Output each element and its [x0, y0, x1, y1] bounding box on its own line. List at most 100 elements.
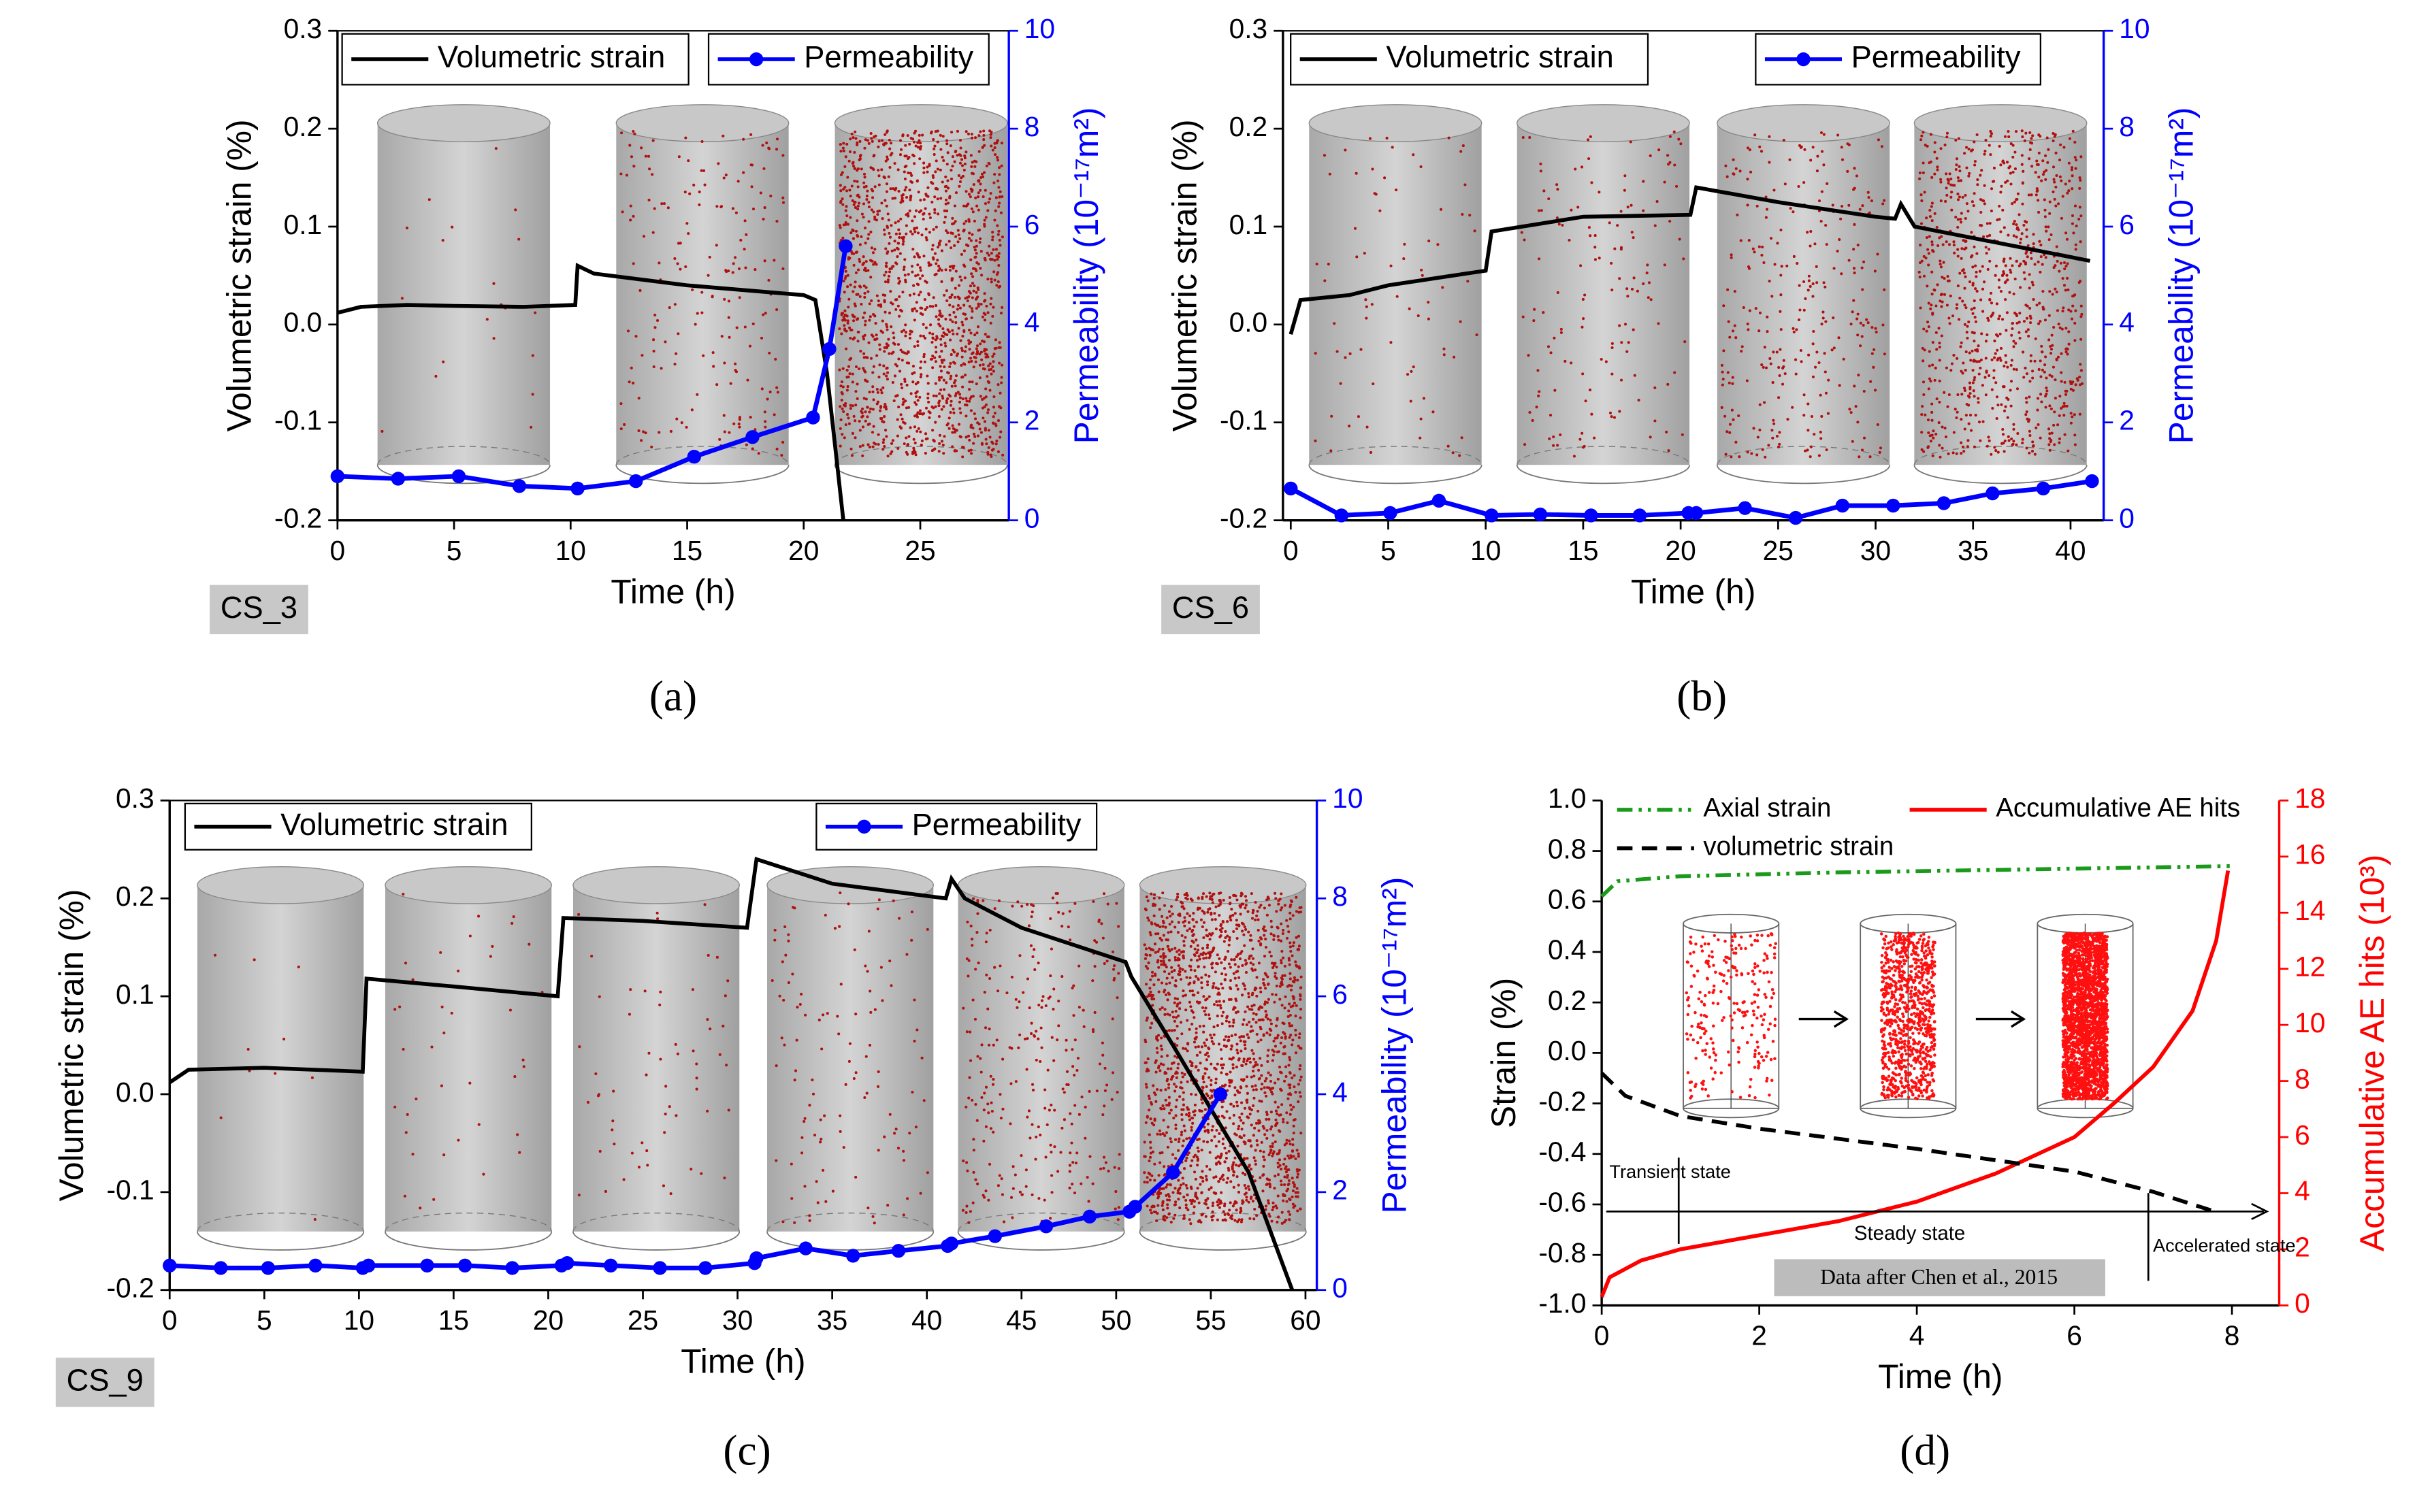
ae-event-dot — [869, 276, 872, 278]
ae-event-dot — [1927, 418, 1930, 421]
ae-event-dot — [1071, 987, 1073, 989]
ae-event-dot — [1961, 300, 1964, 303]
ae-event-dot — [1378, 210, 1381, 212]
ae-event-dot — [897, 343, 900, 346]
ae-event-dot — [950, 169, 952, 171]
ae-event-dot — [1820, 220, 1823, 223]
ae-event-dot — [1115, 902, 1118, 905]
ae-event-dot — [1163, 970, 1166, 973]
ae-event-dot — [1926, 248, 1929, 251]
ae-event-dot — [941, 408, 943, 411]
ae-event-dot — [973, 290, 975, 293]
ae-event-dot — [862, 202, 865, 205]
ae-event-dot — [850, 448, 853, 450]
ae-event-dot — [670, 1192, 672, 1195]
ae-event-dot — [1264, 1080, 1267, 1083]
ae-event-dot — [967, 974, 969, 977]
ae-event-dot — [1232, 1067, 1235, 1070]
ae-event-dot — [1228, 998, 1231, 1001]
ae-event-dot — [1267, 1118, 1270, 1121]
ae-event-dot — [1930, 440, 1932, 442]
ae-event-dot — [711, 295, 714, 297]
ae-event-dot — [876, 210, 879, 213]
ae-event-dot — [2068, 343, 2071, 346]
ae-event-dot — [1722, 349, 1725, 352]
ae-event-dot — [849, 137, 852, 140]
ae-event-dot — [839, 184, 842, 186]
ae-event-dot — [660, 367, 663, 369]
ae-event-dot — [1160, 1089, 1163, 1091]
ae-event-dot — [965, 414, 967, 417]
ae-event-dot — [2064, 390, 2067, 393]
ae-event-dot — [2012, 440, 2015, 442]
ae-event-dot — [1800, 349, 1802, 352]
ae-event-dot — [932, 174, 935, 177]
ae-event-dot — [1556, 444, 1559, 446]
ae-event-dot — [964, 404, 967, 406]
ae-event-dot — [1297, 1153, 1300, 1155]
ae-event-dot — [839, 445, 842, 448]
ae-event-dot — [1949, 369, 1952, 372]
ae-event-dot — [978, 352, 981, 355]
ae-event-dot — [1250, 1025, 1252, 1028]
ae-event-dot — [996, 159, 999, 161]
ae-event-dot — [864, 227, 866, 229]
ae-event-dot — [1177, 1179, 1180, 1182]
ae-event-dot — [1254, 968, 1257, 971]
ae-event-dot — [1015, 998, 1018, 1001]
ae-event-dot — [1256, 976, 1259, 979]
cylinder-end — [385, 867, 551, 904]
ae-event-dot — [1112, 951, 1114, 953]
ae-event-dot — [1154, 951, 1157, 954]
ae-event-dot — [1056, 902, 1058, 904]
ae-event-dot — [1044, 1156, 1047, 1159]
ae-event-dot — [921, 1057, 924, 1059]
ae-event-dot — [2025, 330, 2028, 333]
ae-event-dot — [893, 343, 896, 346]
ae-event-dot — [1280, 923, 1282, 925]
ae-event-dot — [2075, 383, 2077, 386]
ae-event-dot — [1549, 414, 1552, 416]
ae-event-dot — [1731, 382, 1734, 385]
ae-event-dot — [1632, 236, 1635, 239]
ae-event-dot — [1117, 972, 1120, 974]
ae-event-dot — [975, 307, 978, 310]
ae-event-dot — [915, 403, 918, 406]
ae-event-dot — [1201, 1045, 1203, 1048]
ae-event-dot — [1452, 451, 1455, 454]
ae-event-dot — [892, 331, 894, 334]
ae-event-dot — [1239, 1085, 1242, 1088]
ae-event-dot — [1018, 954, 1021, 957]
ae-event-dot — [948, 416, 951, 419]
ae-event-dot — [845, 314, 847, 317]
ae-event-dot — [996, 180, 999, 182]
ae-event-dot — [901, 330, 903, 333]
ae-event-dot — [1052, 987, 1055, 990]
ae-event-dot — [847, 223, 849, 226]
ae-event-dot — [1031, 915, 1033, 918]
ae-event-dot — [918, 157, 921, 160]
ae-event-dot — [2009, 269, 2011, 272]
ae-event-dot — [776, 137, 779, 140]
ae-event-dot — [1779, 310, 1781, 313]
ae-event-dot — [844, 223, 847, 226]
ae-event-dot — [1777, 446, 1780, 448]
ae-event-dot — [415, 1098, 417, 1100]
ae-event-dot — [2010, 364, 2013, 367]
ae-event-dot — [220, 1117, 223, 1119]
ae-event-dot — [1224, 1213, 1227, 1216]
ae-event-dot — [901, 200, 904, 203]
ae-event-dot — [1817, 361, 1820, 364]
ae-event-dot — [1851, 310, 1854, 313]
ae-event-dot — [1958, 180, 1960, 182]
ae-event-dot — [1113, 964, 1116, 967]
ae-event-dot — [893, 399, 896, 402]
ae-event-dot — [2003, 226, 2006, 229]
ae-event-dot — [1666, 154, 1669, 157]
ae-event-dot — [1749, 171, 1752, 174]
ae-event-dot — [1436, 243, 1439, 246]
ae-event-dot — [762, 144, 764, 147]
ae-event-dot — [888, 148, 891, 150]
ae-event-dot — [2017, 331, 2020, 334]
ae-event-dot — [1521, 231, 1523, 234]
